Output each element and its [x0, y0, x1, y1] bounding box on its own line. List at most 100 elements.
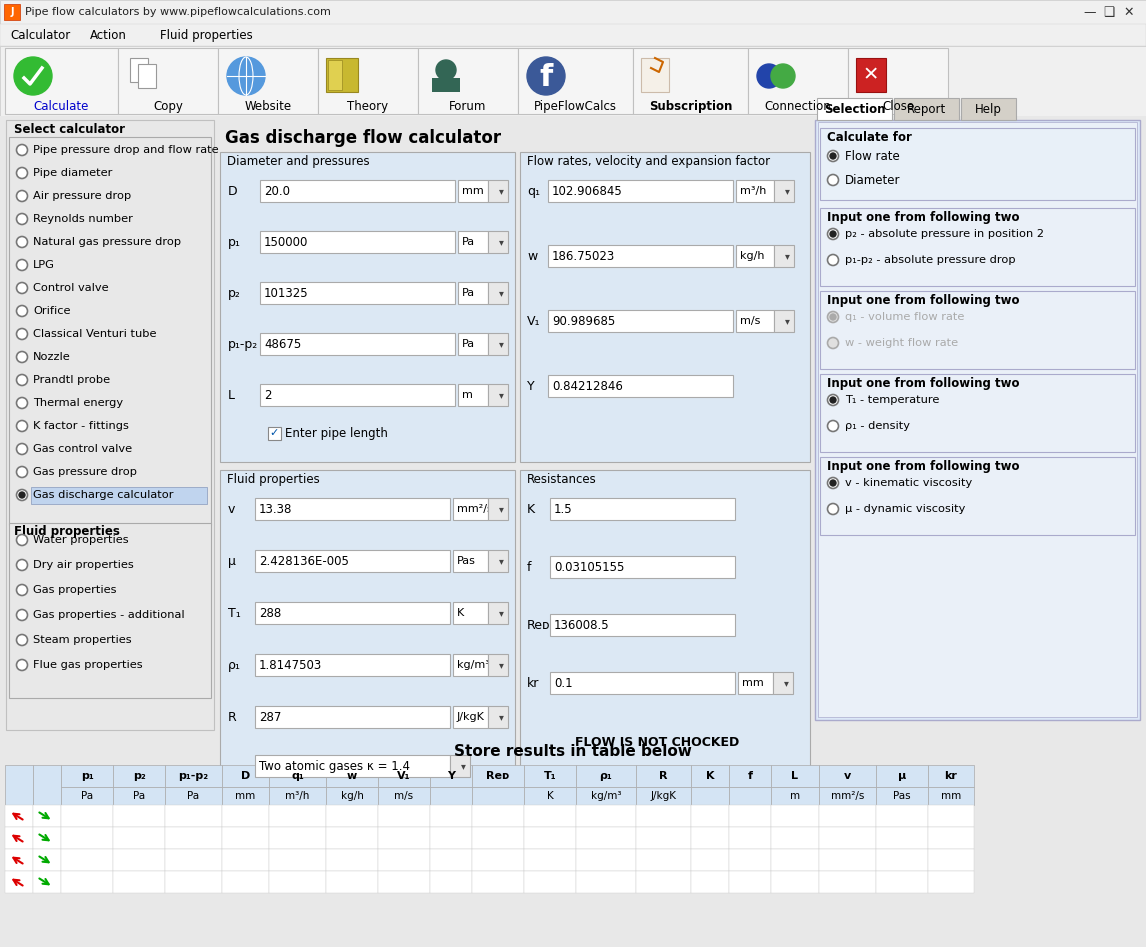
Text: 1.5: 1.5	[554, 503, 573, 515]
FancyBboxPatch shape	[821, 208, 1135, 286]
FancyBboxPatch shape	[576, 827, 636, 849]
Text: Pa: Pa	[462, 339, 476, 349]
Text: R: R	[659, 771, 668, 781]
Text: m/s: m/s	[740, 316, 761, 326]
FancyBboxPatch shape	[636, 849, 691, 871]
FancyBboxPatch shape	[430, 871, 472, 893]
FancyBboxPatch shape	[524, 849, 576, 871]
Text: ▾: ▾	[785, 186, 790, 196]
FancyBboxPatch shape	[260, 384, 455, 406]
FancyBboxPatch shape	[488, 498, 508, 520]
FancyBboxPatch shape	[325, 827, 378, 849]
Circle shape	[16, 190, 28, 202]
Text: ▾: ▾	[785, 251, 790, 261]
FancyBboxPatch shape	[220, 470, 515, 780]
FancyBboxPatch shape	[260, 282, 455, 304]
FancyBboxPatch shape	[815, 120, 1140, 720]
Text: ▾: ▾	[499, 712, 503, 722]
FancyBboxPatch shape	[260, 333, 455, 355]
Text: ▾: ▾	[499, 237, 503, 247]
FancyBboxPatch shape	[488, 550, 508, 572]
FancyBboxPatch shape	[641, 58, 669, 92]
FancyBboxPatch shape	[729, 787, 771, 805]
FancyBboxPatch shape	[9, 137, 211, 525]
Text: Pa: Pa	[133, 791, 146, 801]
FancyBboxPatch shape	[269, 849, 325, 871]
FancyBboxPatch shape	[33, 765, 61, 805]
FancyBboxPatch shape	[736, 180, 774, 202]
Circle shape	[827, 420, 839, 432]
FancyBboxPatch shape	[576, 849, 636, 871]
Circle shape	[16, 306, 28, 316]
FancyBboxPatch shape	[430, 805, 472, 827]
Text: p₂ - absolute pressure in position 2: p₂ - absolute pressure in position 2	[845, 229, 1044, 239]
FancyBboxPatch shape	[5, 805, 33, 827]
FancyBboxPatch shape	[5, 849, 33, 871]
Circle shape	[827, 151, 839, 162]
FancyBboxPatch shape	[520, 470, 810, 780]
Circle shape	[16, 490, 28, 501]
FancyBboxPatch shape	[472, 765, 524, 787]
FancyBboxPatch shape	[876, 871, 928, 893]
Circle shape	[830, 231, 835, 237]
Circle shape	[16, 534, 28, 545]
FancyBboxPatch shape	[691, 787, 729, 805]
Text: Pa: Pa	[81, 791, 93, 801]
FancyBboxPatch shape	[325, 58, 358, 92]
Text: 101325: 101325	[264, 287, 308, 299]
Circle shape	[16, 560, 28, 570]
FancyBboxPatch shape	[430, 827, 472, 849]
Text: 288: 288	[259, 606, 281, 619]
Text: 48675: 48675	[264, 337, 301, 350]
FancyBboxPatch shape	[33, 871, 61, 893]
FancyBboxPatch shape	[458, 231, 488, 253]
FancyBboxPatch shape	[325, 787, 378, 805]
Text: ✕: ✕	[863, 65, 879, 84]
Text: Flue gas properties: Flue gas properties	[33, 660, 142, 670]
Text: kg/m³: kg/m³	[590, 791, 621, 801]
FancyBboxPatch shape	[550, 498, 735, 520]
FancyBboxPatch shape	[165, 871, 222, 893]
Circle shape	[827, 337, 839, 348]
FancyBboxPatch shape	[821, 291, 1135, 369]
Text: m/s: m/s	[394, 791, 414, 801]
FancyBboxPatch shape	[488, 706, 508, 728]
FancyBboxPatch shape	[269, 805, 325, 827]
Text: T₁: T₁	[228, 606, 241, 619]
Text: Air pressure drop: Air pressure drop	[33, 191, 132, 201]
Text: Input one from following two: Input one from following two	[827, 210, 1020, 223]
Text: f: f	[527, 561, 532, 574]
FancyBboxPatch shape	[488, 180, 508, 202]
FancyBboxPatch shape	[33, 849, 61, 871]
Text: T₁: T₁	[543, 771, 556, 781]
FancyBboxPatch shape	[218, 48, 317, 114]
FancyBboxPatch shape	[488, 384, 508, 406]
Text: ▾: ▾	[499, 390, 503, 400]
FancyBboxPatch shape	[636, 805, 691, 827]
FancyBboxPatch shape	[222, 849, 269, 871]
Text: Nozzle: Nozzle	[33, 352, 71, 362]
Circle shape	[16, 443, 28, 455]
FancyBboxPatch shape	[774, 180, 794, 202]
FancyBboxPatch shape	[691, 827, 729, 849]
FancyBboxPatch shape	[736, 310, 774, 332]
Text: Pipe pressure drop and flow rate: Pipe pressure drop and flow rate	[33, 145, 219, 155]
FancyBboxPatch shape	[269, 827, 325, 849]
FancyBboxPatch shape	[260, 231, 455, 253]
Text: T₁ - temperature: T₁ - temperature	[845, 395, 940, 405]
Text: ❑: ❑	[1100, 6, 1115, 19]
FancyBboxPatch shape	[256, 602, 450, 624]
Text: Forum: Forum	[449, 99, 487, 113]
Text: Y: Y	[447, 771, 455, 781]
FancyBboxPatch shape	[771, 787, 819, 805]
FancyBboxPatch shape	[736, 245, 774, 267]
FancyBboxPatch shape	[61, 827, 113, 849]
Text: Select calculator: Select calculator	[14, 122, 125, 135]
FancyBboxPatch shape	[771, 849, 819, 871]
FancyBboxPatch shape	[6, 120, 214, 730]
FancyBboxPatch shape	[691, 805, 729, 827]
Circle shape	[830, 480, 835, 486]
FancyBboxPatch shape	[472, 787, 524, 805]
FancyBboxPatch shape	[165, 827, 222, 849]
FancyBboxPatch shape	[524, 765, 576, 787]
